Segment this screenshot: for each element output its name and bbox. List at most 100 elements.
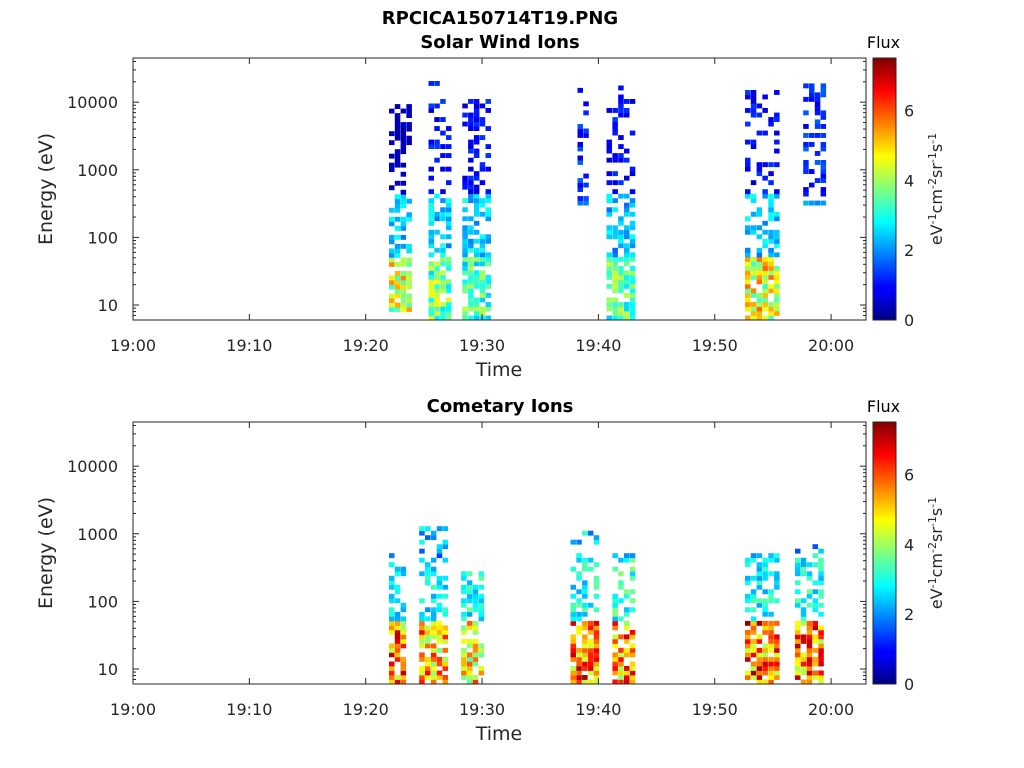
heatmap-cell [774, 130, 780, 136]
heatmap-cell [394, 122, 401, 127]
heatmap-cell [389, 553, 395, 559]
heatmap-cell [806, 647, 813, 653]
heatmap-cell [576, 647, 582, 653]
heatmap-cell [612, 670, 618, 676]
heatmap-cell [818, 629, 824, 635]
heatmap-cell [440, 247, 446, 253]
heatmap-cell [587, 629, 594, 635]
heatmap-cell [803, 124, 809, 129]
heatmap-cell [629, 679, 636, 685]
heatmap-cell [446, 234, 452, 240]
heatmap-cell [473, 198, 480, 204]
x-tick-label: 19:20 [343, 336, 389, 355]
heatmap-cell [389, 625, 395, 631]
heatmap-cell [612, 256, 618, 262]
heatmap-cell [800, 611, 807, 617]
heatmap-cell [593, 607, 600, 613]
heatmap-cell [812, 670, 818, 676]
heatmap-cell [394, 261, 401, 267]
heatmap-cell [612, 121, 618, 127]
heatmap-cell [436, 553, 443, 559]
heatmap-cell [419, 611, 425, 617]
heatmap-cell [478, 670, 485, 676]
x-tick-label: 19:50 [692, 700, 738, 719]
heatmap-cell [473, 148, 480, 154]
heatmap-cell [462, 265, 468, 271]
heatmap-cell [406, 248, 412, 254]
heatmap-cell [745, 634, 751, 640]
heatmap-cell [446, 135, 452, 140]
heatmap-cell [762, 575, 768, 581]
heatmap-cell [461, 584, 467, 590]
heatmap-cell [774, 670, 780, 676]
panel-solar-wind-ions: Solar Wind Ions 19:00 19:10 19:20 19:30 … [35, 32, 946, 381]
heatmap-cell [428, 283, 434, 289]
heatmap-cell [750, 315, 757, 321]
heatmap-cell [434, 274, 440, 280]
heatmap-cell [809, 92, 815, 98]
heatmap-cell [795, 652, 801, 658]
y-tick-label: 10 [98, 296, 118, 315]
heatmap-cell [803, 169, 809, 174]
heatmap-cell [618, 234, 624, 240]
heatmap-cell [430, 666, 437, 671]
heatmap-cell [442, 661, 448, 667]
heatmap-cell [774, 302, 780, 307]
heatmap-cell [478, 598, 485, 604]
heatmap-cell [440, 243, 446, 249]
heatmap-cell [774, 234, 780, 240]
heatmap-cell [446, 207, 452, 213]
heatmap-cell [436, 675, 443, 680]
heatmap-cell [466, 661, 473, 667]
heatmap-cell [814, 119, 821, 125]
heatmap-cell [756, 207, 763, 213]
heatmap-cell [612, 666, 618, 671]
heatmap-cell [446, 126, 452, 131]
heatmap-cell [795, 571, 801, 577]
heatmap-cell [436, 575, 443, 581]
heatmap-cell [576, 670, 582, 676]
heatmap-cell [479, 198, 486, 204]
heatmap-cell [468, 297, 474, 303]
heatmap-cell [618, 270, 624, 276]
heatmap-cell [624, 302, 630, 307]
x-axis-label: Time [475, 359, 523, 381]
heatmap-cell [461, 670, 467, 676]
heatmap-cell [587, 652, 594, 658]
heatmap-cell [795, 557, 801, 563]
heatmap-cell [466, 607, 473, 613]
heatmap-cell [582, 557, 588, 563]
heatmap-cell [624, 261, 630, 267]
heatmap-cell [756, 584, 763, 590]
heatmap-cell [478, 643, 485, 649]
heatmap-cell [425, 566, 431, 572]
heatmap-cell [394, 643, 401, 649]
heatmap-cell [624, 99, 630, 104]
heatmap-cell [400, 298, 407, 303]
heatmap-cell [406, 284, 412, 290]
heatmap-cell [472, 589, 479, 595]
heatmap-cell [442, 526, 448, 532]
heatmap-cell [606, 297, 612, 303]
heatmap-cell [485, 234, 491, 240]
heatmap-cell [582, 566, 588, 572]
colorbar-tick-label: 2 [904, 241, 914, 260]
heatmap-cell [478, 575, 485, 581]
heatmap-cell [762, 220, 768, 226]
heatmap-cell [570, 656, 576, 662]
heatmap-cell [430, 566, 437, 572]
heatmap-cell [440, 261, 446, 267]
heatmap-cell [473, 297, 480, 303]
heatmap-cell [806, 670, 813, 676]
heatmap-cell [756, 656, 763, 662]
heatmap-cell [768, 229, 774, 235]
heatmap-cell [768, 679, 774, 685]
heatmap-cell [446, 180, 452, 186]
heatmap-cell [389, 207, 395, 213]
heatmap-cell [400, 638, 407, 644]
heatmap-cell [774, 193, 780, 199]
heatmap-cell [400, 571, 407, 577]
heatmap-cell [612, 611, 618, 617]
heatmap-cell [389, 679, 395, 685]
heatmap-cell [462, 288, 468, 294]
